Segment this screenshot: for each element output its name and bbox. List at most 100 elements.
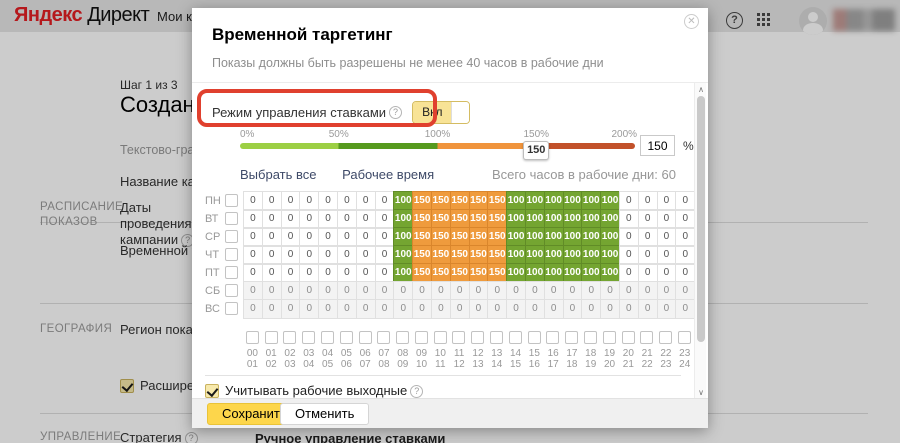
hour-cell[interactable]: 0 — [600, 280, 620, 301]
day-checkbox[interactable] — [225, 284, 238, 297]
hour-cell[interactable]: 150 — [449, 190, 470, 211]
hour-cell[interactable]: 0 — [336, 226, 357, 247]
hour-cell[interactable]: 0 — [468, 298, 489, 319]
hour-cell[interactable]: 150 — [487, 262, 508, 283]
hour-checkbox[interactable] — [508, 331, 522, 344]
day-checkbox[interactable] — [225, 194, 238, 207]
hour-checkbox[interactable] — [377, 331, 391, 344]
info-icon[interactable]: ? — [184, 432, 198, 443]
hour-cell[interactable]: 100 — [543, 208, 564, 229]
hour-cell[interactable]: 100 — [581, 190, 602, 211]
hour-cell[interactable]: 0 — [336, 262, 357, 283]
hour-cell[interactable]: 100 — [581, 226, 602, 247]
hour-checkbox[interactable] — [621, 331, 635, 344]
hour-cell[interactable]: 150 — [449, 244, 470, 265]
apps-grid-icon[interactable] — [757, 13, 772, 28]
hour-cell[interactable]: 0 — [243, 190, 263, 211]
hour-cell[interactable]: 0 — [412, 298, 432, 319]
hour-cell[interactable]: 150 — [412, 208, 432, 229]
hour-cell[interactable]: 0 — [618, 190, 639, 211]
hour-checkbox[interactable] — [527, 331, 541, 344]
hour-cell[interactable]: 0 — [280, 208, 301, 229]
slider-handle[interactable]: 150 — [523, 141, 550, 160]
day-checkbox[interactable] — [225, 230, 238, 243]
hour-cell[interactable]: 0 — [336, 298, 357, 319]
hour-cell[interactable]: 0 — [600, 298, 620, 319]
slider-track[interactable]: 150 — [240, 141, 635, 160]
hour-checkbox[interactable] — [302, 331, 316, 344]
hour-cell[interactable]: 0 — [618, 226, 639, 247]
hour-cell[interactable]: 100 — [543, 226, 564, 247]
hour-cell[interactable]: 0 — [261, 298, 282, 319]
hour-checkbox[interactable] — [433, 331, 447, 344]
hour-checkbox[interactable] — [546, 331, 560, 344]
hour-cell[interactable]: 0 — [318, 208, 338, 229]
hour-cell[interactable]: 100 — [524, 190, 545, 211]
hour-cell[interactable]: 0 — [355, 262, 376, 283]
hour-cell[interactable]: 0 — [656, 298, 677, 319]
hour-cell[interactable]: 100 — [506, 244, 526, 265]
hour-cell[interactable]: 150 — [449, 226, 470, 247]
hour-cell[interactable]: 0 — [318, 280, 338, 301]
hour-cell[interactable]: 150 — [468, 208, 489, 229]
hour-cell[interactable]: 0 — [355, 280, 376, 301]
hour-cell[interactable]: 100 — [600, 226, 620, 247]
hour-cell[interactable]: 0 — [618, 208, 639, 229]
hour-cell[interactable]: 0 — [318, 298, 338, 319]
hour-cell[interactable]: 0 — [656, 262, 677, 283]
hour-cell[interactable]: 150 — [430, 262, 451, 283]
day-checkbox[interactable] — [225, 248, 238, 261]
hour-cell[interactable]: 0 — [243, 244, 263, 265]
hour-cell[interactable]: 150 — [487, 190, 508, 211]
hour-cell[interactable]: 0 — [637, 244, 658, 265]
hour-cell[interactable]: 0 — [675, 208, 696, 229]
hour-cell[interactable]: 150 — [412, 190, 432, 211]
hour-cell[interactable]: 0 — [524, 298, 545, 319]
yandex-direct-logo[interactable]: Яндекс Директ — [14, 4, 150, 26]
hour-cell[interactable]: 0 — [243, 280, 263, 301]
hour-cell[interactable]: 0 — [449, 280, 470, 301]
hour-cell[interactable]: 0 — [280, 280, 301, 301]
hour-cell[interactable]: 0 — [299, 190, 320, 211]
hour-cell[interactable]: 0 — [618, 262, 639, 283]
hour-cell[interactable]: 0 — [299, 244, 320, 265]
hour-cell[interactable]: 100 — [524, 244, 545, 265]
hour-cell[interactable]: 100 — [562, 244, 583, 265]
hour-cell[interactable]: 0 — [374, 298, 395, 319]
hour-cell[interactable]: 100 — [506, 208, 526, 229]
hour-checkbox[interactable] — [471, 331, 485, 344]
hour-cell[interactable]: 0 — [675, 298, 696, 319]
hour-cell[interactable]: 100 — [543, 190, 564, 211]
hour-cell[interactable]: 150 — [468, 262, 489, 283]
hour-cell[interactable]: 150 — [449, 208, 470, 229]
scrollbar-thumb[interactable] — [697, 96, 705, 342]
hour-cell[interactable]: 0 — [243, 298, 263, 319]
hour-checkbox[interactable] — [583, 331, 597, 344]
hour-cell[interactable]: 0 — [318, 262, 338, 283]
hour-cell[interactable]: 100 — [506, 190, 526, 211]
hour-cell[interactable]: 0 — [430, 298, 451, 319]
toggle-knob[interactable] — [451, 102, 470, 123]
hour-cell[interactable]: 0 — [280, 262, 301, 283]
hour-cell[interactable]: 100 — [393, 262, 414, 283]
hour-checkbox[interactable] — [321, 331, 335, 344]
hour-checkbox[interactable] — [659, 331, 673, 344]
hour-cell[interactable]: 150 — [487, 244, 508, 265]
hour-cell[interactable]: 0 — [656, 208, 677, 229]
hour-cell[interactable]: 150 — [430, 190, 451, 211]
hour-cell[interactable]: 0 — [374, 190, 395, 211]
hour-cell[interactable]: 0 — [318, 190, 338, 211]
hour-cell[interactable]: 0 — [656, 226, 677, 247]
hour-cell[interactable]: 0 — [430, 280, 451, 301]
hour-cell[interactable]: 0 — [243, 226, 263, 247]
hour-cell[interactable]: 0 — [261, 262, 282, 283]
hour-cell[interactable]: 0 — [487, 298, 508, 319]
hour-cell[interactable]: 0 — [299, 262, 320, 283]
hour-cell[interactable]: 0 — [280, 298, 301, 319]
hour-cell[interactable]: 0 — [355, 208, 376, 229]
hour-cell[interactable]: 150 — [412, 226, 432, 247]
hour-cell[interactable]: 0 — [261, 190, 282, 211]
hour-cell[interactable]: 0 — [336, 244, 357, 265]
hour-cell[interactable]: 0 — [637, 280, 658, 301]
hour-cell[interactable]: 100 — [562, 262, 583, 283]
